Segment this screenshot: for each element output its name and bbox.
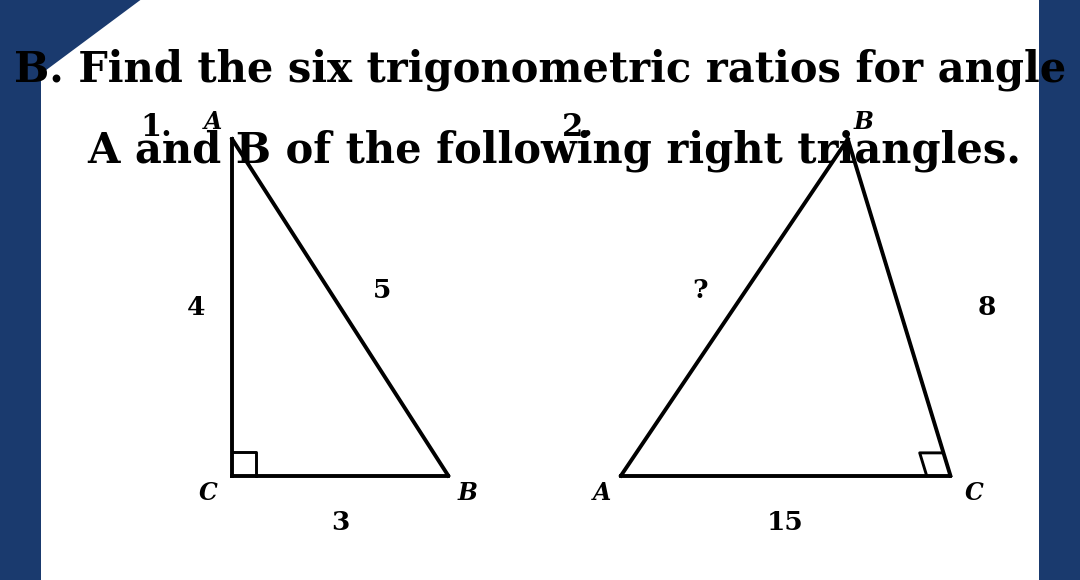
Text: 5: 5 [373, 277, 391, 303]
Text: 15: 15 [767, 510, 804, 535]
Text: B. Find the six trigonometric ratios for angle: B. Find the six trigonometric ratios for… [14, 48, 1066, 91]
Text: 2.: 2. [562, 112, 594, 143]
Text: 4: 4 [187, 295, 205, 320]
Text: B: B [854, 110, 874, 134]
Text: A: A [592, 481, 611, 505]
Text: 8: 8 [977, 295, 996, 320]
Bar [1039, 0, 1080, 580]
Text: 1.: 1. [140, 112, 173, 143]
Text: A and B of the following right triangles.: A and B of the following right triangles… [59, 129, 1021, 172]
Text: C: C [199, 481, 218, 505]
Bar [0, 0, 41, 580]
Text: B: B [458, 481, 477, 505]
Text: A: A [203, 110, 222, 134]
Polygon shape [0, 0, 140, 104]
Text: ?: ? [692, 277, 707, 303]
Text: 3: 3 [330, 510, 350, 535]
Text: C: C [964, 481, 984, 505]
